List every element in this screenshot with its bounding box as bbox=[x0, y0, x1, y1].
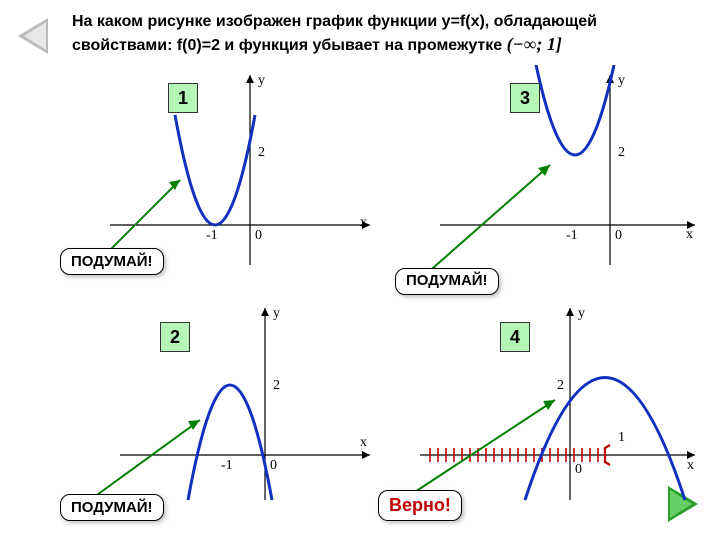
question-line1: На каком рисунке изображен график функци… bbox=[72, 13, 597, 30]
question-line2: свойствами: f(0)=2 и функция убывает на … bbox=[72, 37, 502, 54]
tickneg1-3: -1 bbox=[566, 228, 578, 244]
axis-y-3: y bbox=[618, 73, 625, 89]
tick2-4: 2 bbox=[557, 378, 564, 394]
graph-4 bbox=[380, 300, 700, 520]
interval-text: (−∞; 1] bbox=[507, 33, 562, 56]
axis-y-2: y bbox=[273, 306, 280, 322]
axis-x-2: x bbox=[360, 435, 367, 451]
graph-2 bbox=[60, 300, 380, 520]
axis-y-4: y bbox=[578, 306, 585, 322]
badge-1[interactable]: 1 bbox=[168, 83, 198, 113]
graph-3 bbox=[380, 65, 700, 285]
callout-1: ПОДУМАЙ! bbox=[60, 248, 164, 275]
zero-2: 0 bbox=[270, 458, 277, 474]
badge-2[interactable]: 2 bbox=[160, 322, 190, 352]
zero-1: 0 bbox=[255, 228, 262, 244]
badge-4[interactable]: 4 bbox=[500, 322, 530, 352]
callout-3: ПОДУМАЙ! bbox=[395, 268, 499, 295]
zero-4: 0 bbox=[575, 462, 582, 478]
tickneg1-1: -1 bbox=[206, 228, 218, 244]
tick2-1: 2 bbox=[258, 145, 265, 161]
axis-y-1: y bbox=[258, 73, 265, 89]
tick2-3: 2 bbox=[618, 145, 625, 161]
panel-3: 3 y x 2 -1 0 bbox=[380, 65, 700, 285]
axis-x-4: x bbox=[687, 458, 694, 474]
panel-4: 4 y x 2 1 0 bbox=[380, 300, 700, 520]
callout-2: ПОДУМАЙ! bbox=[60, 494, 164, 521]
zero-3: 0 bbox=[615, 228, 622, 244]
panel-2: 2 y x 2 -1 0 bbox=[60, 300, 380, 520]
axis-x-1: x bbox=[360, 215, 367, 231]
badge-3[interactable]: 3 bbox=[510, 83, 540, 113]
tick2-2: 2 bbox=[273, 378, 280, 394]
tickneg1-2: -1 bbox=[221, 458, 233, 474]
callout-4-correct: Верно! bbox=[378, 490, 462, 521]
nav-back-button[interactable] bbox=[18, 18, 48, 54]
axis-x-3: x bbox=[686, 227, 693, 243]
question-text: На каком рисунке изображен график функци… bbox=[72, 12, 692, 57]
tick1-4: 1 bbox=[618, 430, 625, 446]
